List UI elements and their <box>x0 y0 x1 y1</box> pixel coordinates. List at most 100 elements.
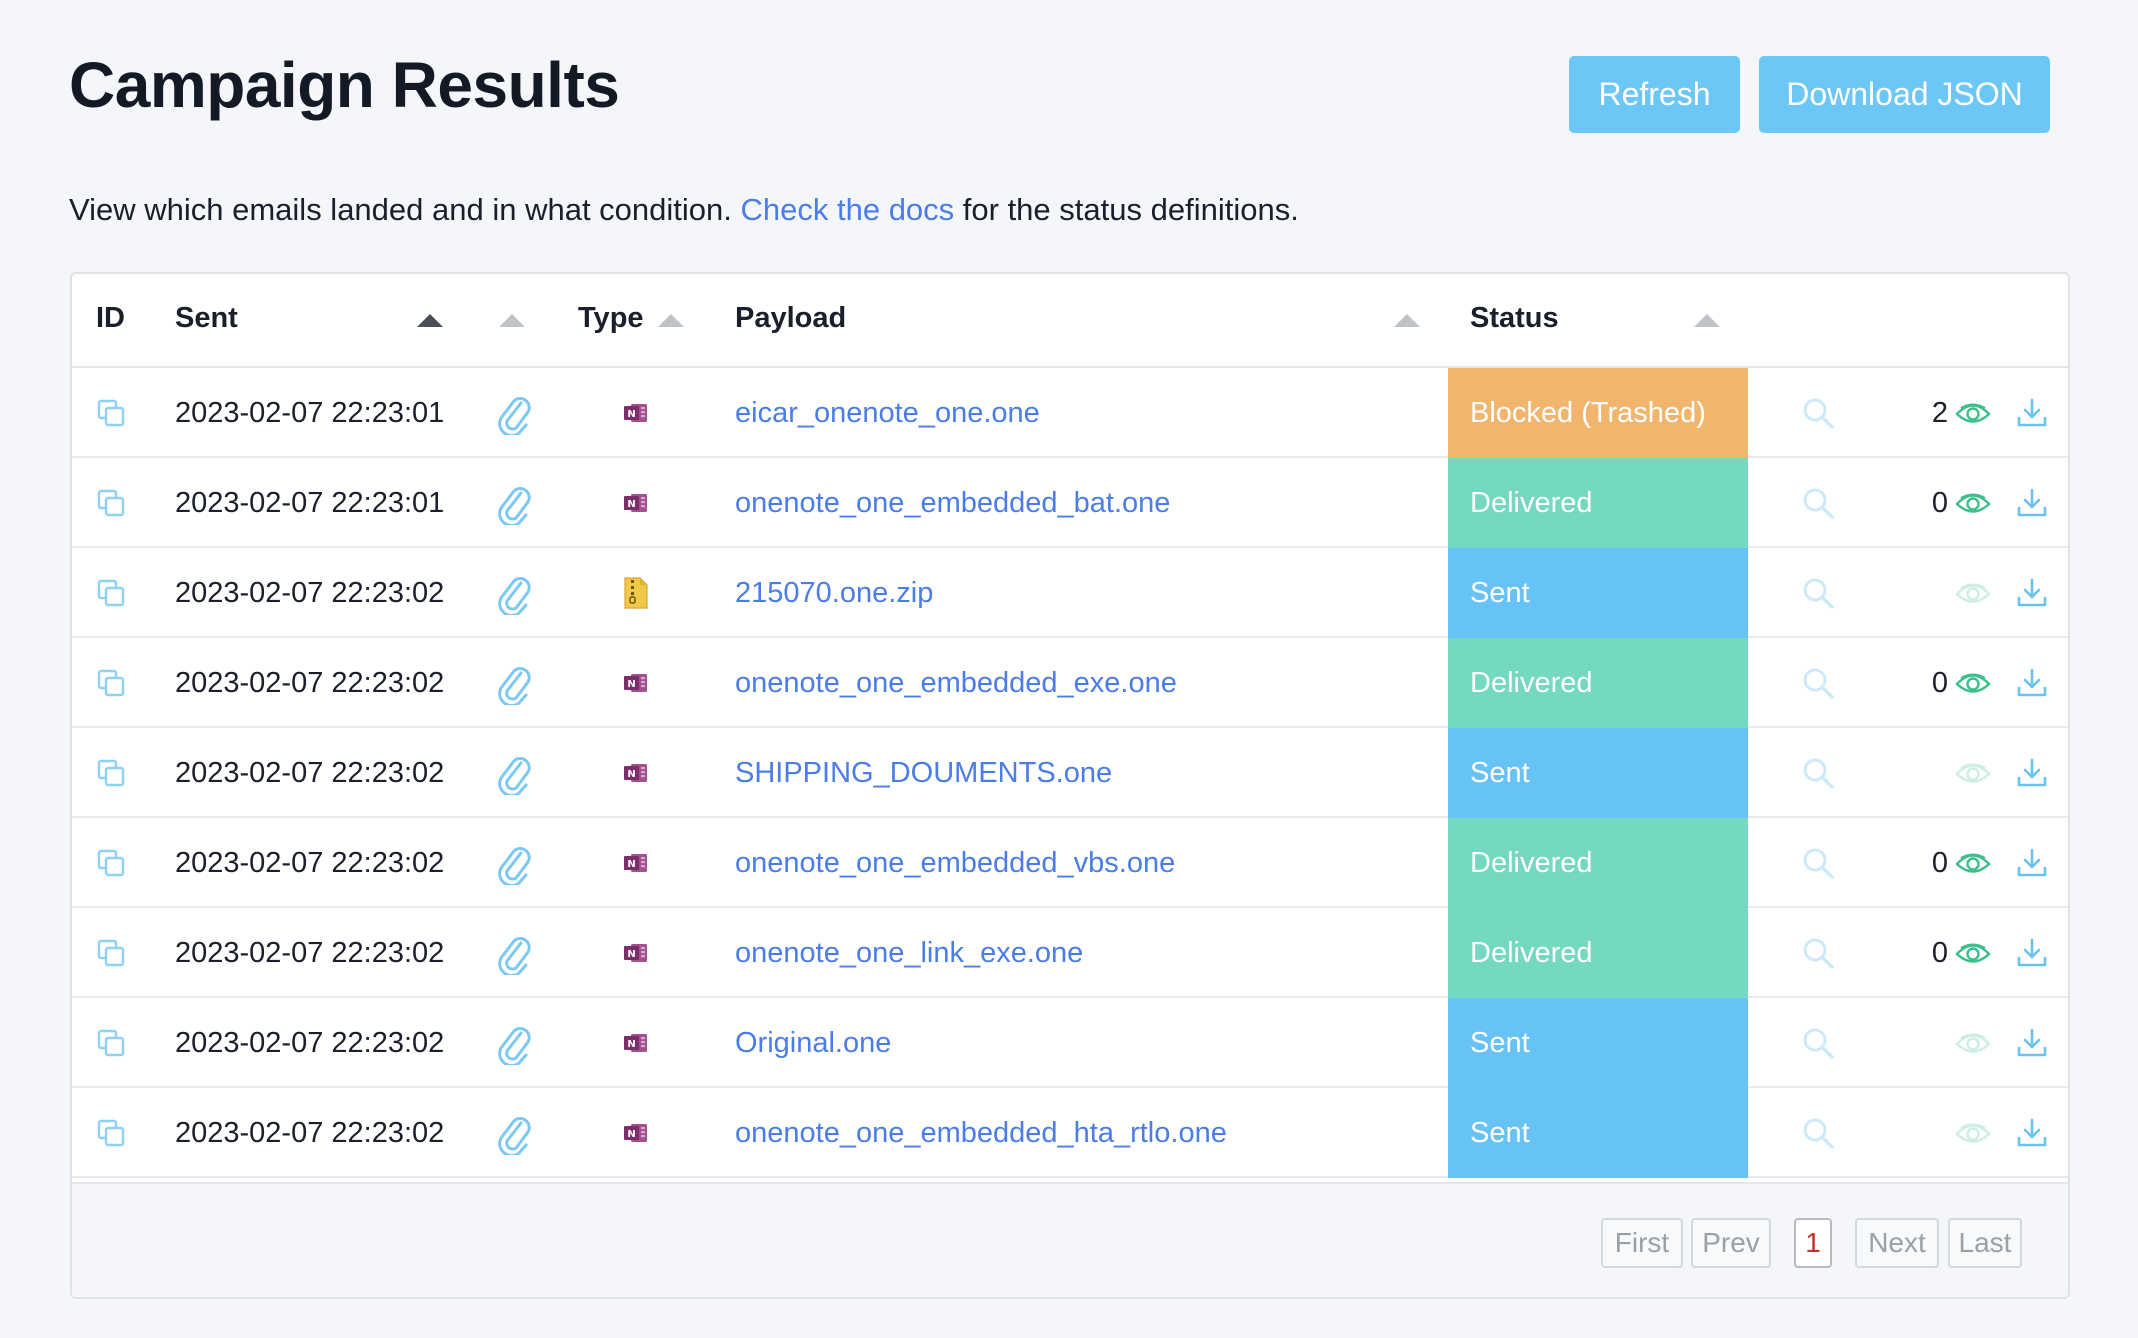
pagination-first-button[interactable]: First <box>1601 1218 1683 1268</box>
onenote-icon: N <box>618 728 654 818</box>
status-badge: Delivered <box>1448 908 1748 998</box>
eye-icon[interactable] <box>1954 848 1992 878</box>
pagination-last-button[interactable]: Last <box>1948 1218 2022 1268</box>
download-icon[interactable] <box>2012 1088 2052 1178</box>
sort-attachment-icon[interactable] <box>499 314 525 327</box>
download-icon[interactable] <box>2012 908 2052 998</box>
pagination-current-page[interactable]: 1 <box>1794 1218 1832 1268</box>
sent-timestamp: 2023-02-07 22:23:02 <box>175 756 445 789</box>
sent-timestamp: 2023-02-07 22:23:01 <box>175 396 445 429</box>
download-icon[interactable] <box>2012 638 2052 728</box>
copy-id-icon[interactable] <box>96 1088 136 1178</box>
download-icon[interactable] <box>2012 368 2052 458</box>
sort-type-icon[interactable] <box>658 314 684 327</box>
payload-link[interactable]: onenote_one_embedded_exe.one <box>735 666 1177 699</box>
copy-id-icon[interactable] <box>96 728 136 818</box>
onenote-icon: N <box>618 638 654 728</box>
attachment-icon <box>490 728 538 818</box>
attachment-icon <box>490 548 538 638</box>
column-header-payload[interactable]: Payload <box>735 302 847 334</box>
description-text: View which emails landed and in what con… <box>69 192 741 227</box>
status-badge: Delivered <box>1448 638 1748 728</box>
sort-sent-icon[interactable] <box>417 314 443 327</box>
search-icon[interactable] <box>1800 638 1836 728</box>
search-icon[interactable] <box>1800 368 1836 458</box>
copy-id-icon[interactable] <box>96 998 136 1088</box>
sent-timestamp: 2023-02-07 22:23:02 <box>175 576 445 609</box>
payload-link[interactable]: onenote_one_link_exe.one <box>735 936 1084 969</box>
copy-id-icon[interactable] <box>96 368 136 458</box>
onenote-icon: N <box>618 368 654 458</box>
status-badge: Delivered <box>1448 818 1748 908</box>
eye-icon[interactable] <box>1954 488 1992 518</box>
pagination-next-button[interactable]: Next <box>1855 1218 1939 1268</box>
search-icon[interactable] <box>1800 548 1836 638</box>
sort-payload-icon[interactable] <box>1394 314 1420 327</box>
search-icon[interactable] <box>1800 998 1836 1088</box>
page-title: Campaign Results <box>69 49 620 121</box>
search-icon[interactable] <box>1800 908 1836 998</box>
column-header-type[interactable]: Type <box>578 302 644 334</box>
download-icon[interactable] <box>2012 458 2052 548</box>
detections-count: 0 <box>1892 638 1992 728</box>
attachment-icon <box>490 998 538 1088</box>
payload-link[interactable]: 215070.one.zip <box>735 576 934 609</box>
status-badge: Sent <box>1448 728 1748 818</box>
download-icon[interactable] <box>2012 818 2052 908</box>
search-icon[interactable] <box>1800 1088 1836 1178</box>
payload-link[interactable]: Original.one <box>735 1026 892 1059</box>
payload-link[interactable]: eicar_onenote_one.one <box>735 396 1040 429</box>
svg-text:N: N <box>627 859 635 870</box>
payload-link[interactable]: onenote_one_embedded_vbs.one <box>735 846 1176 879</box>
search-icon[interactable] <box>1800 818 1836 908</box>
eye-icon[interactable] <box>1954 578 1992 608</box>
onenote-icon: N <box>618 998 654 1088</box>
detection-count-value: 2 <box>1931 396 1948 429</box>
sent-timestamp: 2023-02-07 22:23:02 <box>175 666 445 699</box>
payload-link[interactable]: SHIPPING_DOUMENTS.one <box>735 756 1113 789</box>
svg-text:N: N <box>627 1039 635 1050</box>
detections-count: 0 <box>1892 908 1992 998</box>
onenote-icon: N <box>618 818 654 908</box>
page-description: View which emails landed and in what con… <box>69 192 1299 228</box>
refresh-button[interactable]: Refresh <box>1569 56 1740 133</box>
copy-id-icon[interactable] <box>96 638 136 728</box>
pagination-prev-button[interactable]: Prev <box>1691 1218 1771 1268</box>
copy-id-icon[interactable] <box>96 548 136 638</box>
sent-timestamp: 2023-02-07 22:23:01 <box>175 486 445 519</box>
column-header-id[interactable]: ID <box>96 302 125 334</box>
copy-id-icon[interactable] <box>96 458 136 548</box>
eye-icon[interactable] <box>1954 938 1992 968</box>
detections-count: 2 <box>1892 368 1992 458</box>
svg-text:N: N <box>627 949 635 960</box>
table-row: 2023-02-07 22:23:02 N SHIPPING_DOUMENTS.on… <box>72 728 2068 818</box>
payload-link[interactable]: onenote_one_embedded_bat.one <box>735 486 1171 519</box>
copy-id-icon[interactable] <box>96 818 136 908</box>
eye-icon[interactable] <box>1954 398 1992 428</box>
docs-link[interactable]: Check the docs <box>740 192 955 227</box>
eye-icon[interactable] <box>1954 1028 1992 1058</box>
onenote-icon: N <box>618 458 654 548</box>
detection-count-value: 0 <box>1931 846 1948 879</box>
svg-text:N: N <box>627 499 635 510</box>
eye-icon[interactable] <box>1954 668 1992 698</box>
table-row: 2023-02-07 22:23:02 215070.one.zip Sent <box>72 548 2068 638</box>
download-icon[interactable] <box>2012 998 2052 1088</box>
svg-text:N: N <box>627 769 635 780</box>
search-icon[interactable] <box>1800 728 1836 818</box>
eye-icon[interactable] <box>1954 758 1992 788</box>
zip-icon <box>618 548 654 638</box>
detections-count: 0 <box>1892 458 1992 548</box>
search-icon[interactable] <box>1800 458 1836 548</box>
sort-status-icon[interactable] <box>1694 314 1720 327</box>
column-header-sent[interactable]: Sent <box>175 302 238 334</box>
copy-id-icon[interactable] <box>96 908 136 998</box>
eye-icon[interactable] <box>1954 1118 1992 1148</box>
download-icon[interactable] <box>2012 728 2052 818</box>
download-json-button[interactable]: Download JSON <box>1759 56 2050 133</box>
column-header-status[interactable]: Status <box>1470 302 1559 334</box>
attachment-icon <box>490 908 538 998</box>
download-icon[interactable] <box>2012 548 2052 638</box>
payload-link[interactable]: onenote_one_embedded_hta_rtlo.one <box>735 1116 1227 1149</box>
